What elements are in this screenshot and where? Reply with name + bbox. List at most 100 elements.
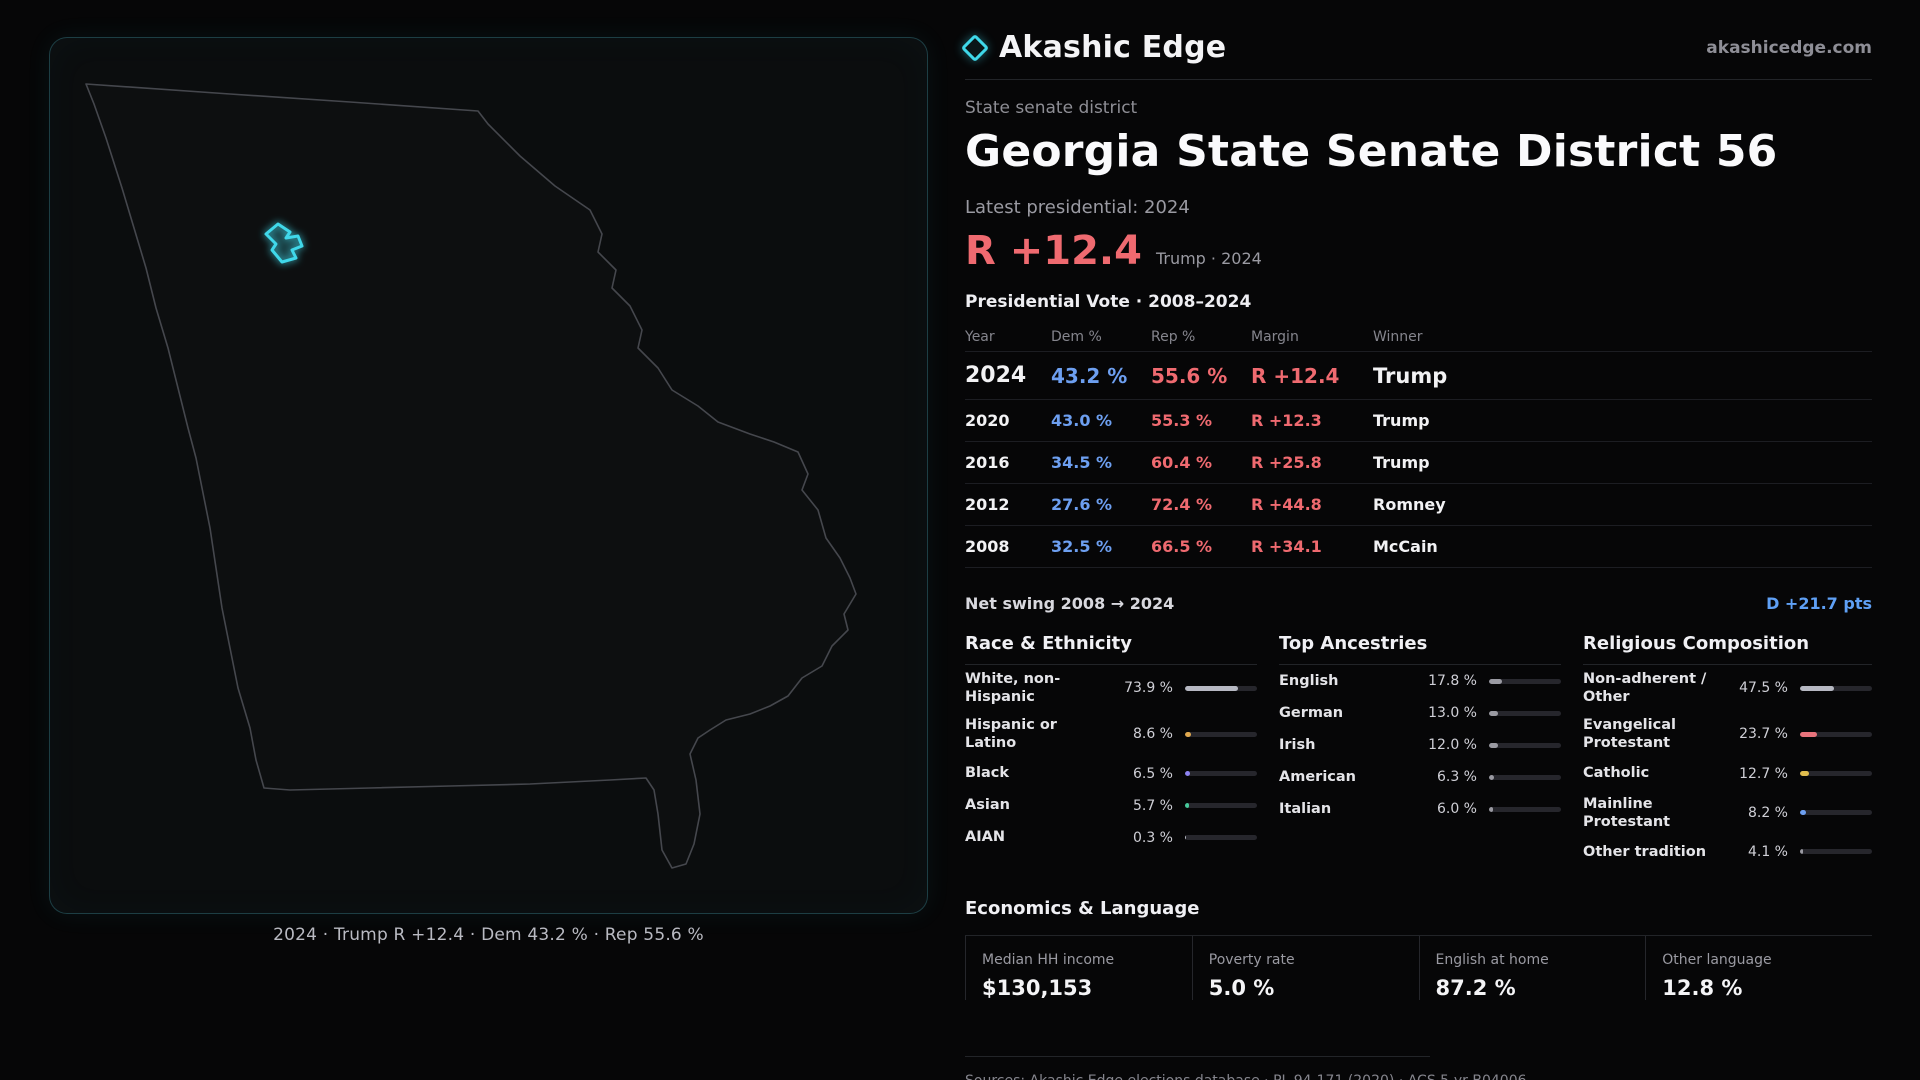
- margin-value: R +12.4: [965, 228, 1142, 274]
- demo-value: 47.5 %: [1739, 680, 1788, 697]
- demo-label: Black: [965, 765, 1010, 782]
- cell-margin: R +25.8: [1251, 453, 1322, 472]
- demo-value: 6.0 %: [1436, 801, 1477, 817]
- net-swing: Net swing 2008 → 2024 D +21.7 pts: [965, 582, 1872, 613]
- section-title: Race & Ethnicity: [965, 633, 1257, 665]
- table-row: 2008 32.5 % 66.5 % R +34.1 McCain: [965, 526, 1872, 568]
- list-item: Evangelical Protestant 23.7 %: [1583, 711, 1872, 757]
- demo-label: Catholic: [1583, 765, 1650, 782]
- kicker: State senate district: [965, 98, 1138, 118]
- list-item: Black 6.5 %: [965, 758, 1257, 790]
- col-winner: Winner: [1373, 328, 1423, 345]
- cell-year: 2016: [965, 453, 1010, 472]
- cell-rep: 66.5 %: [1151, 537, 1213, 556]
- table-row: 2012 27.6 % 72.4 % R +44.8 Romney: [965, 484, 1872, 526]
- stat-english-at-home: English at home 87.2 %: [1418, 935, 1646, 1000]
- table-row: 2020 43.0 % 55.3 % R +12.3 Trump: [965, 400, 1872, 442]
- demo-value: 6.3 %: [1436, 769, 1477, 785]
- demo-value: 13.0 %: [1428, 705, 1477, 721]
- demo-bar: [1185, 835, 1257, 840]
- cell-year: 2024: [965, 363, 1027, 388]
- cell-winner: Romney: [1373, 495, 1446, 514]
- demo-bar: [1489, 742, 1561, 748]
- headline-margin: R +12.4 Trump · 2024: [965, 228, 1872, 274]
- list-item: Other tradition 4.1 %: [1583, 836, 1872, 868]
- demo-bar: [1185, 771, 1257, 776]
- cell-dem: 34.5 %: [1051, 453, 1113, 472]
- stat-value: 12.8 %: [1662, 975, 1743, 1000]
- demo-bar: [1800, 810, 1872, 816]
- georgia-outline: [85, 83, 857, 869]
- demo-bar: [1185, 803, 1257, 808]
- diamond-icon: [960, 33, 990, 62]
- vote-table-header: Year Dem % Rep % Margin Winner: [965, 322, 1872, 352]
- stat-label: Median HH income: [982, 951, 1115, 968]
- brand: Akashic Edge: [960, 30, 1227, 65]
- cell-dem: 43.2 %: [1051, 363, 1128, 388]
- demo-bar: [1489, 678, 1561, 684]
- section-religious-composition: Religious Composition Non-adherent / Oth…: [1583, 633, 1872, 868]
- economics-title: Economics & Language: [965, 897, 1200, 919]
- cell-rep: 55.6 %: [1151, 363, 1228, 388]
- demo-value: 5.7 %: [1132, 797, 1173, 814]
- list-item: American 6.3 %: [1279, 761, 1561, 793]
- demo-value: 8.2 %: [1747, 804, 1788, 821]
- demo-value: 23.7 %: [1739, 726, 1788, 743]
- demo-label: Italian: [1279, 800, 1332, 817]
- section-title: Top Ancestries: [1279, 633, 1561, 665]
- col-year: Year: [965, 328, 995, 345]
- cell-year: 2008: [965, 537, 1010, 556]
- demo-label: Evangelical Protestant: [1583, 717, 1676, 752]
- cell-winner: Trump: [1373, 363, 1448, 388]
- list-item: White, non-Hispanic 73.9 %: [965, 665, 1257, 711]
- net-swing-value: D +21.7 pts: [1766, 594, 1872, 613]
- demo-value: 12.0 %: [1428, 737, 1477, 753]
- demo-value: 17.8 %: [1428, 673, 1477, 689]
- latest-label: Latest presidential: 2024: [965, 197, 1190, 218]
- brand-name: Akashic Edge: [999, 30, 1227, 65]
- demo-label: Other tradition: [1583, 843, 1707, 860]
- page-title: Georgia State Senate District 56: [965, 126, 1778, 177]
- stat-value: 87.2 %: [1435, 975, 1516, 1000]
- cell-margin: R +12.3: [1251, 411, 1322, 430]
- stat-label: Other language: [1662, 951, 1772, 968]
- demo-value: 8.6 %: [1132, 726, 1173, 743]
- stat-other-language: Other language 12.8 %: [1645, 935, 1872, 1000]
- demo-label: American: [1279, 768, 1356, 785]
- section-race-ethnicity: Race & Ethnicity White, non-Hispanic 73.…: [965, 633, 1257, 868]
- list-item: English 17.8 %: [1279, 665, 1561, 697]
- table-row: 2016 34.5 % 60.4 % R +25.8 Trump: [965, 442, 1872, 484]
- demo-bar: [1800, 849, 1872, 855]
- demo-bar: [1800, 731, 1872, 737]
- footer-divider: [965, 1055, 1430, 1057]
- district-report: Akashic Edge akashicedge.com State senat…: [960, 30, 1872, 1080]
- demographics: Race & Ethnicity White, non-Hispanic 73.…: [965, 633, 1872, 868]
- list-item: German 13.0 %: [1279, 697, 1561, 729]
- list-item: Italian 6.0 %: [1279, 793, 1561, 825]
- demo-bar: [1185, 731, 1257, 737]
- list-item: Mainline Protestant 8.2 %: [1583, 790, 1872, 836]
- demo-value: 6.5 %: [1132, 765, 1173, 782]
- demo-bar: [1800, 771, 1872, 776]
- stat-label: English at home: [1435, 951, 1549, 968]
- site-link[interactable]: akashicedge.com: [1706, 37, 1872, 58]
- list-item: Non-adherent / Other 47.5 %: [1583, 665, 1872, 711]
- cell-winner: Trump: [1373, 453, 1430, 472]
- stat-label: Poverty rate: [1208, 951, 1295, 968]
- cell-dem: 27.6 %: [1051, 495, 1113, 514]
- header: Akashic Edge akashicedge.com: [960, 30, 1872, 80]
- stat-poverty-rate: Poverty rate 5.0 %: [1191, 935, 1419, 1000]
- demo-label: White, non-Hispanic: [965, 671, 1061, 706]
- stat-value: $130,153: [982, 975, 1093, 1000]
- demo-value: 4.1 %: [1747, 843, 1788, 860]
- demo-label: English: [1279, 672, 1339, 689]
- vote-table: Year Dem % Rep % Margin Winner 2024 43.2…: [965, 322, 1872, 568]
- col-dem: Dem %: [1051, 328, 1102, 345]
- stat-median-hh-income: Median HH income $130,153: [965, 935, 1192, 1000]
- cell-rep: 55.3 %: [1151, 411, 1213, 430]
- district-highlight[interactable]: [264, 222, 304, 264]
- demo-bar: [1489, 774, 1561, 780]
- economics-stats: Median HH income $130,153 Poverty rate 5…: [965, 934, 1872, 1000]
- cell-dem: 32.5 %: [1051, 537, 1113, 556]
- district-map-panel: [49, 37, 928, 914]
